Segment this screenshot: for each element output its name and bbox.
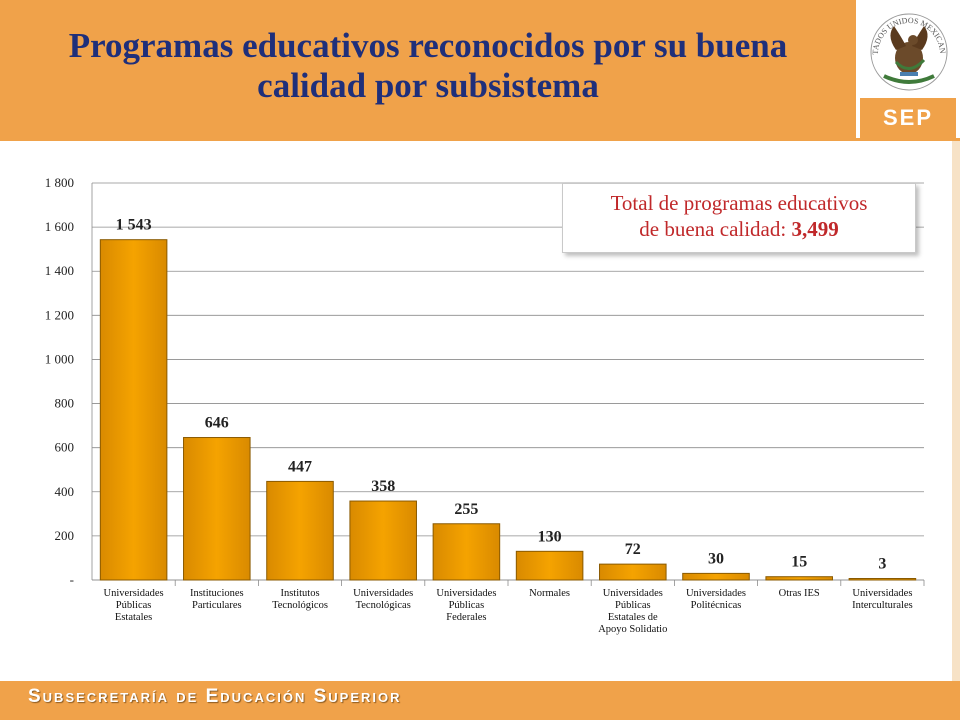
total-line2: de buena calidad:: [639, 217, 787, 241]
header-divider: [0, 138, 960, 141]
data-label: 15: [791, 554, 807, 571]
x-tick-label: Universidades: [603, 588, 663, 599]
bar: [599, 563, 667, 581]
x-tick-label: Institutos: [280, 588, 319, 599]
side-stripe: [952, 141, 960, 681]
page-title: Programas educativos reconocidos por su …: [68, 26, 788, 105]
x-tick-label: Universidades: [686, 588, 746, 599]
data-label: 646: [205, 415, 229, 432]
header-bar: [0, 0, 856, 138]
x-tick-label: Públicas: [615, 600, 651, 611]
x-tick-label: Federales: [446, 612, 486, 623]
bar: [848, 578, 917, 581]
x-tick-label: Universidades: [104, 588, 164, 599]
bar: [515, 550, 584, 581]
bar: [765, 576, 833, 581]
x-tick-label: Estatales: [115, 612, 152, 623]
bar: [682, 572, 750, 581]
x-tick-label: Universidades: [436, 588, 496, 599]
bar: [183, 437, 251, 581]
bar: [349, 500, 417, 581]
y-tick-label: 600: [55, 440, 75, 455]
data-label: 130: [538, 528, 562, 545]
bar: [99, 239, 168, 581]
y-tick-label: -: [70, 572, 74, 587]
x-tick-label: Politécnicas: [691, 600, 742, 611]
x-tick-label: Estatales de: [608, 612, 658, 623]
x-tick-label: Normales: [529, 588, 570, 599]
data-label: 358: [371, 478, 395, 495]
x-tick-label: Particulares: [192, 600, 242, 611]
x-tick-label: Otras IES: [779, 588, 820, 599]
x-tick-label: Tecnológicos: [272, 600, 328, 611]
total-line2-row: de buena calidad: 3,499: [563, 216, 915, 242]
y-tick-label: 1 800: [45, 175, 74, 190]
data-label: 1 543: [116, 217, 152, 234]
y-tick-label: 200: [55, 528, 75, 543]
footer-text: Subsecretaría de Educación Superior: [28, 686, 402, 707]
y-tick-label: 1 200: [45, 307, 74, 322]
data-label: 30: [708, 550, 724, 567]
y-tick-label: 1 000: [45, 351, 74, 366]
y-tick-label: 1 600: [45, 219, 74, 234]
y-tick-label: 400: [55, 484, 75, 499]
data-label: 255: [454, 501, 478, 518]
total-line1: Total de programas educativos: [610, 191, 868, 215]
data-label: 3: [878, 556, 886, 573]
y-tick-label: 800: [55, 396, 75, 411]
bar: [266, 480, 334, 581]
x-tick-label: Públicas: [116, 600, 152, 611]
total-value: 3,499: [791, 217, 839, 241]
data-label: 72: [625, 541, 641, 558]
x-tick-label: Públicas: [449, 600, 485, 611]
x-tick-label: Universidades: [353, 588, 413, 599]
x-tick-label: Tecnológicas: [356, 600, 411, 611]
total-programs-box: Total de programas educativos de buena c…: [562, 183, 916, 253]
mexico-seal-icon: ESTADOS UNIDOS MEXICANOS: [866, 2, 948, 91]
bar: [432, 523, 501, 581]
footer-bar: [0, 681, 960, 720]
data-label: 447: [288, 458, 312, 475]
x-tick-label: Universidades: [852, 588, 912, 599]
x-tick-label: Instituciones: [190, 588, 244, 599]
x-tick-label: Interculturales: [852, 600, 913, 611]
x-tick-label: Apoyo Solidatio: [598, 624, 667, 635]
sep-logo: SEP: [860, 98, 956, 138]
y-tick-label: 1 400: [45, 263, 74, 278]
